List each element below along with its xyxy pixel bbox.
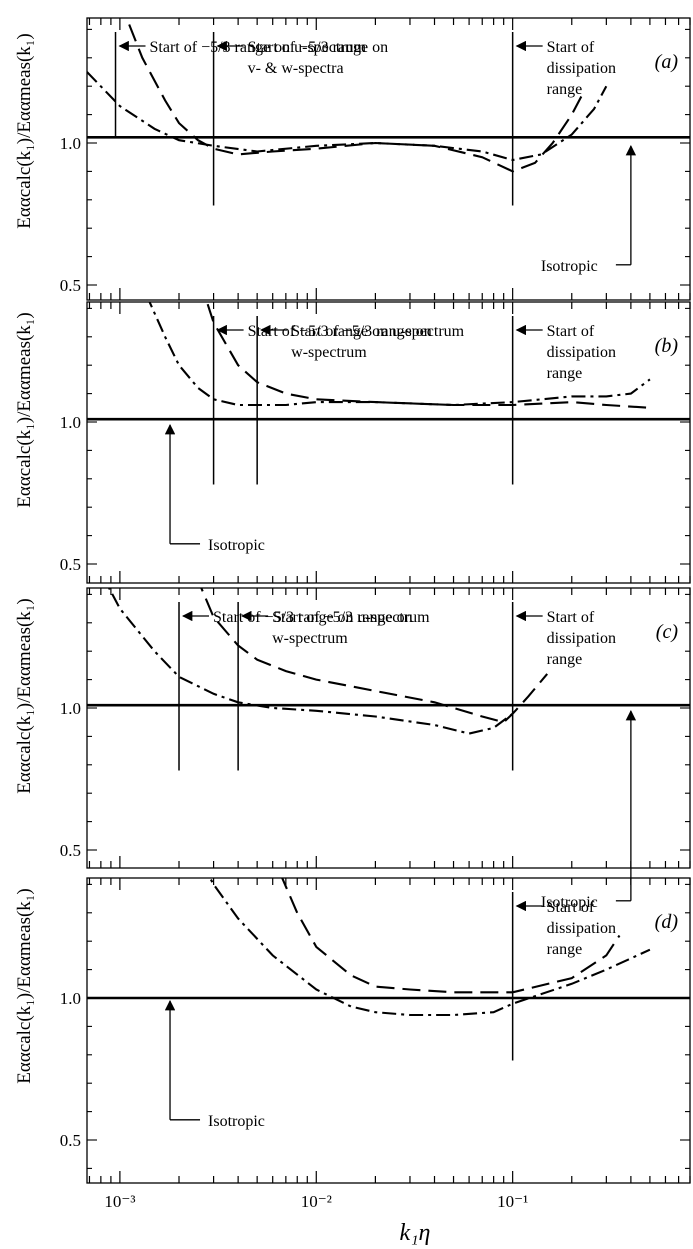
- isotropic-label: Isotropic: [541, 894, 598, 911]
- y-tick-label: 1.0: [60, 134, 81, 153]
- plot-frame: [86, 587, 691, 869]
- panel-d: 0.5 1.0 Eααcalc(k₁)/Eααmeas(k₁) (d) Start of…: [14, 877, 691, 1211]
- series-dash-dot: [208, 878, 651, 1017]
- isotropic-label: Isotropic: [541, 258, 598, 275]
- y-axis-label: Eααcalc(k₁)/Eααmeas(k₁): [14, 598, 35, 793]
- annotation-text: Start of −5/3 range on: [291, 323, 432, 340]
- annotation-text: Start of −5/3 range on u-spectrum: [248, 323, 465, 340]
- y-axis-label: Eααcalc(k₁)/Eααmeas(k₁): [14, 888, 35, 1083]
- series-dashed: [205, 302, 650, 409]
- y-tick-label: 0.5: [60, 841, 81, 860]
- plot-frame: [86, 17, 691, 301]
- y-tick-label: 0.5: [60, 276, 81, 295]
- series-dashed: [125, 18, 585, 173]
- panel-b: 0.5 1.0 Eααcalc(k₁)/Eααmeas(k₁) (b) Start of…: [14, 301, 691, 584]
- y-tick-label: 1.0: [60, 413, 81, 432]
- y-axis-label: Eααcalc(k₁)/Eααmeas(k₁): [14, 312, 35, 507]
- annotation-text: w-spectrum: [291, 344, 367, 361]
- annotation-text: w-spectrum: [272, 630, 348, 647]
- annotation-text: range: [547, 365, 583, 382]
- annotation-text: Start of: [547, 899, 595, 916]
- plot-frame: [86, 301, 691, 584]
- annotation-text: Start of −5/3 range on u-spectrum: [213, 609, 430, 626]
- series-dash-dot: [87, 71, 608, 162]
- panel-label: (d): [655, 911, 679, 933]
- annotation-text: Start of: [547, 323, 595, 340]
- annotation-text: Start of: [547, 609, 595, 626]
- isotropic-label: Isotropic: [208, 537, 265, 554]
- annotation-text: Start of −5/3 range on u-spectrum: [150, 39, 367, 56]
- y-tick-label: 1.0: [60, 699, 81, 718]
- annotation-text: dissipation: [547, 60, 616, 77]
- x-tick-label: 10⁻¹: [497, 1192, 528, 1211]
- panel-c: 0.5 1.0 Eααcalc(k₁)/Eααmeas(k₁) (c) Start of…: [14, 587, 691, 911]
- annotation-text: Start of −5/3 range on: [272, 609, 413, 626]
- y-axis-label: Eααcalc(k₁)/Eααmeas(k₁): [14, 33, 35, 228]
- y-tick-label: 0.5: [60, 1131, 81, 1150]
- y-tick-label: 0.5: [60, 555, 81, 574]
- plot-frame: [86, 877, 691, 1184]
- isotropic-label: Isotropic: [208, 1113, 265, 1130]
- annotation-text: dissipation: [547, 344, 616, 361]
- panel-label: (c): [656, 621, 679, 643]
- annotation-text: range: [547, 941, 583, 958]
- panel-a: 0.5 1.0 Eααcalc(k₁)/Eααmeas(k₁) (a) Start of…: [14, 17, 691, 301]
- annotation-text: range: [547, 81, 583, 98]
- x-tick-label: 10⁻³: [104, 1192, 135, 1211]
- y-tick-label: 1.0: [60, 989, 81, 1008]
- panel-label: (a): [655, 51, 679, 73]
- x-tick-label: 10⁻²: [301, 1192, 332, 1211]
- annotation-text: dissipation: [547, 630, 616, 647]
- annotation-text: v- & w-spectra: [248, 60, 344, 77]
- annotation-text: range: [547, 651, 583, 668]
- annotation-text: Start of −5/3 range on: [248, 39, 389, 56]
- x-axis-label: k₁η: [400, 1220, 431, 1246]
- annotation-text: Start of: [547, 39, 595, 56]
- panel-label: (b): [655, 335, 679, 357]
- annotation-text: dissipation: [547, 920, 616, 937]
